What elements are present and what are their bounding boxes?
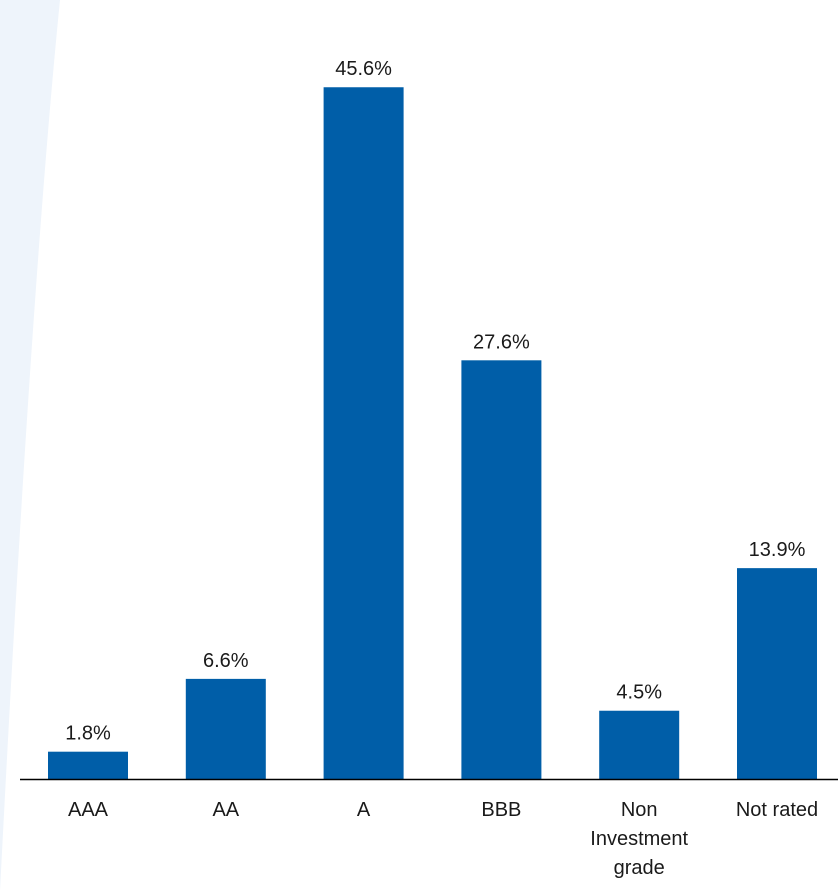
bar-a — [323, 87, 404, 780]
data-label: 1.8% — [65, 723, 111, 745]
category-label: A — [357, 799, 371, 821]
data-label: 27.6% — [473, 331, 530, 353]
data-label: 45.6% — [335, 58, 392, 80]
category-label: AAA — [68, 799, 109, 821]
category-label: BBB — [481, 799, 521, 821]
bar-aaa — [48, 751, 128, 779]
category-label: Non — [621, 799, 658, 821]
data-label: 13.9% — [749, 539, 806, 561]
data-label: 4.5% — [616, 682, 662, 704]
category-label: Investment — [590, 828, 688, 850]
category-label: grade — [614, 857, 665, 879]
bar-aa — [185, 678, 266, 779]
category-label: AA — [212, 799, 239, 821]
category-label: Not rated — [736, 799, 818, 821]
data-label: 6.6% — [203, 650, 249, 672]
bar-bbb — [461, 360, 542, 779]
bar-non-investment-grade — [599, 710, 680, 779]
bar-not-rated — [737, 568, 817, 779]
